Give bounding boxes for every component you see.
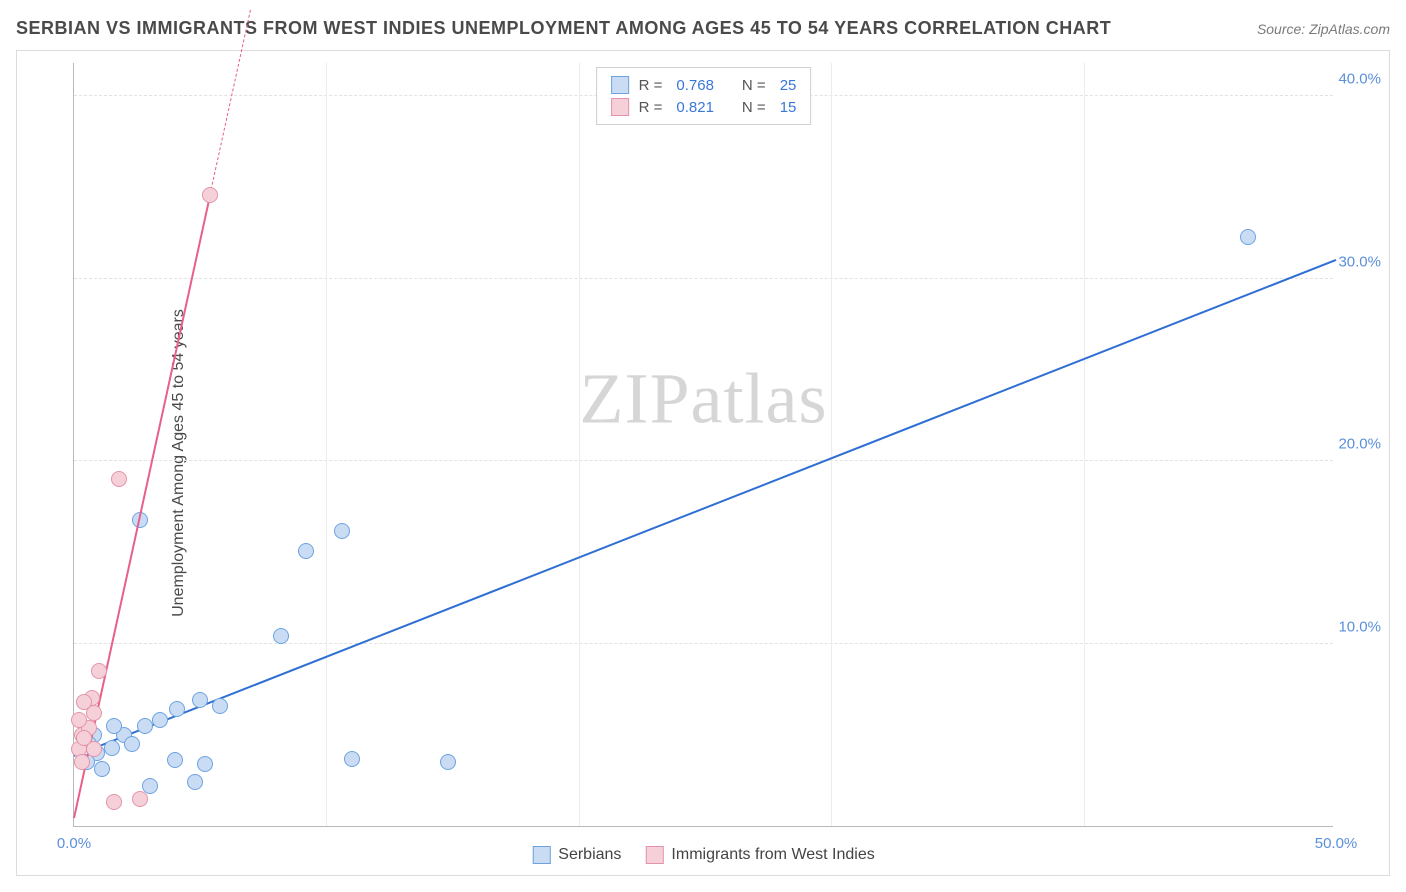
- data-point: [152, 712, 168, 728]
- data-point: [104, 740, 120, 756]
- series-legend: Serbians Immigrants from West Indies: [532, 846, 874, 864]
- y-tick-label: 30.0%: [1338, 253, 1381, 270]
- legend-swatch: [611, 98, 629, 116]
- legend-r-label: R =: [639, 99, 663, 116]
- data-point: [192, 692, 208, 708]
- data-point: [202, 187, 218, 203]
- legend-n-value: 15: [780, 99, 797, 116]
- y-tick-label: 10.0%: [1338, 618, 1381, 635]
- data-point: [71, 712, 87, 728]
- gridline-v: [579, 63, 580, 826]
- source-label: Source: ZipAtlas.com: [1257, 21, 1390, 37]
- data-point: [106, 718, 122, 734]
- legend-r-value: 0.768: [676, 77, 714, 94]
- x-tick-label: 50.0%: [1315, 835, 1358, 852]
- data-point: [212, 698, 228, 714]
- legend-n-label: N =: [742, 99, 766, 116]
- trend-line: [74, 259, 1337, 757]
- legend-series-item: Serbians: [532, 846, 621, 864]
- correlation-legend: R = 0.768 N = 25 R = 0.821 N = 15: [596, 67, 812, 125]
- data-point: [440, 754, 456, 770]
- data-point: [197, 756, 213, 772]
- data-point: [74, 754, 90, 770]
- legend-swatch: [611, 76, 629, 94]
- data-point: [187, 774, 203, 790]
- data-point: [76, 730, 92, 746]
- legend-row: R = 0.768 N = 25: [611, 74, 797, 96]
- data-point: [111, 471, 127, 487]
- legend-n-label: N =: [742, 77, 766, 94]
- legend-n-value: 25: [780, 77, 797, 94]
- data-point: [334, 523, 350, 539]
- data-point: [76, 694, 92, 710]
- y-tick-label: 20.0%: [1338, 436, 1381, 453]
- data-point: [137, 718, 153, 734]
- data-point: [273, 628, 289, 644]
- gridline-v: [831, 63, 832, 826]
- watermark: ZIPatlas: [580, 357, 828, 440]
- gridline-h: [74, 278, 1333, 279]
- x-tick-label: 0.0%: [57, 835, 91, 852]
- data-point: [132, 791, 148, 807]
- gridline-h: [74, 643, 1333, 644]
- chart-title: SERBIAN VS IMMIGRANTS FROM WEST INDIES U…: [16, 18, 1111, 39]
- legend-r-value: 0.821: [676, 99, 714, 116]
- data-point: [91, 663, 107, 679]
- legend-swatch: [532, 846, 550, 864]
- data-point: [344, 751, 360, 767]
- data-point: [1240, 229, 1256, 245]
- gridline-h: [74, 460, 1333, 461]
- legend-series-name: Serbians: [558, 846, 621, 864]
- legend-series-item: Immigrants from West Indies: [645, 846, 874, 864]
- legend-r-label: R =: [639, 77, 663, 94]
- data-point: [124, 736, 140, 752]
- data-point: [298, 543, 314, 559]
- data-point: [169, 701, 185, 717]
- plot-area: ZIPatlas R =0.768N =25R =0.821N =15 Serb…: [73, 63, 1333, 827]
- y-tick-label: 40.0%: [1338, 71, 1381, 88]
- data-point: [167, 752, 183, 768]
- legend-row: R = 0.821 N = 15: [611, 96, 797, 118]
- gridline-v: [326, 63, 327, 826]
- chart-container: Unemployment Among Ages 45 to 54 years Z…: [16, 50, 1390, 876]
- legend-series-name: Immigrants from West Indies: [671, 846, 874, 864]
- data-point: [106, 794, 122, 810]
- data-point: [94, 761, 110, 777]
- legend-swatch: [645, 846, 663, 864]
- gridline-v: [1084, 63, 1085, 826]
